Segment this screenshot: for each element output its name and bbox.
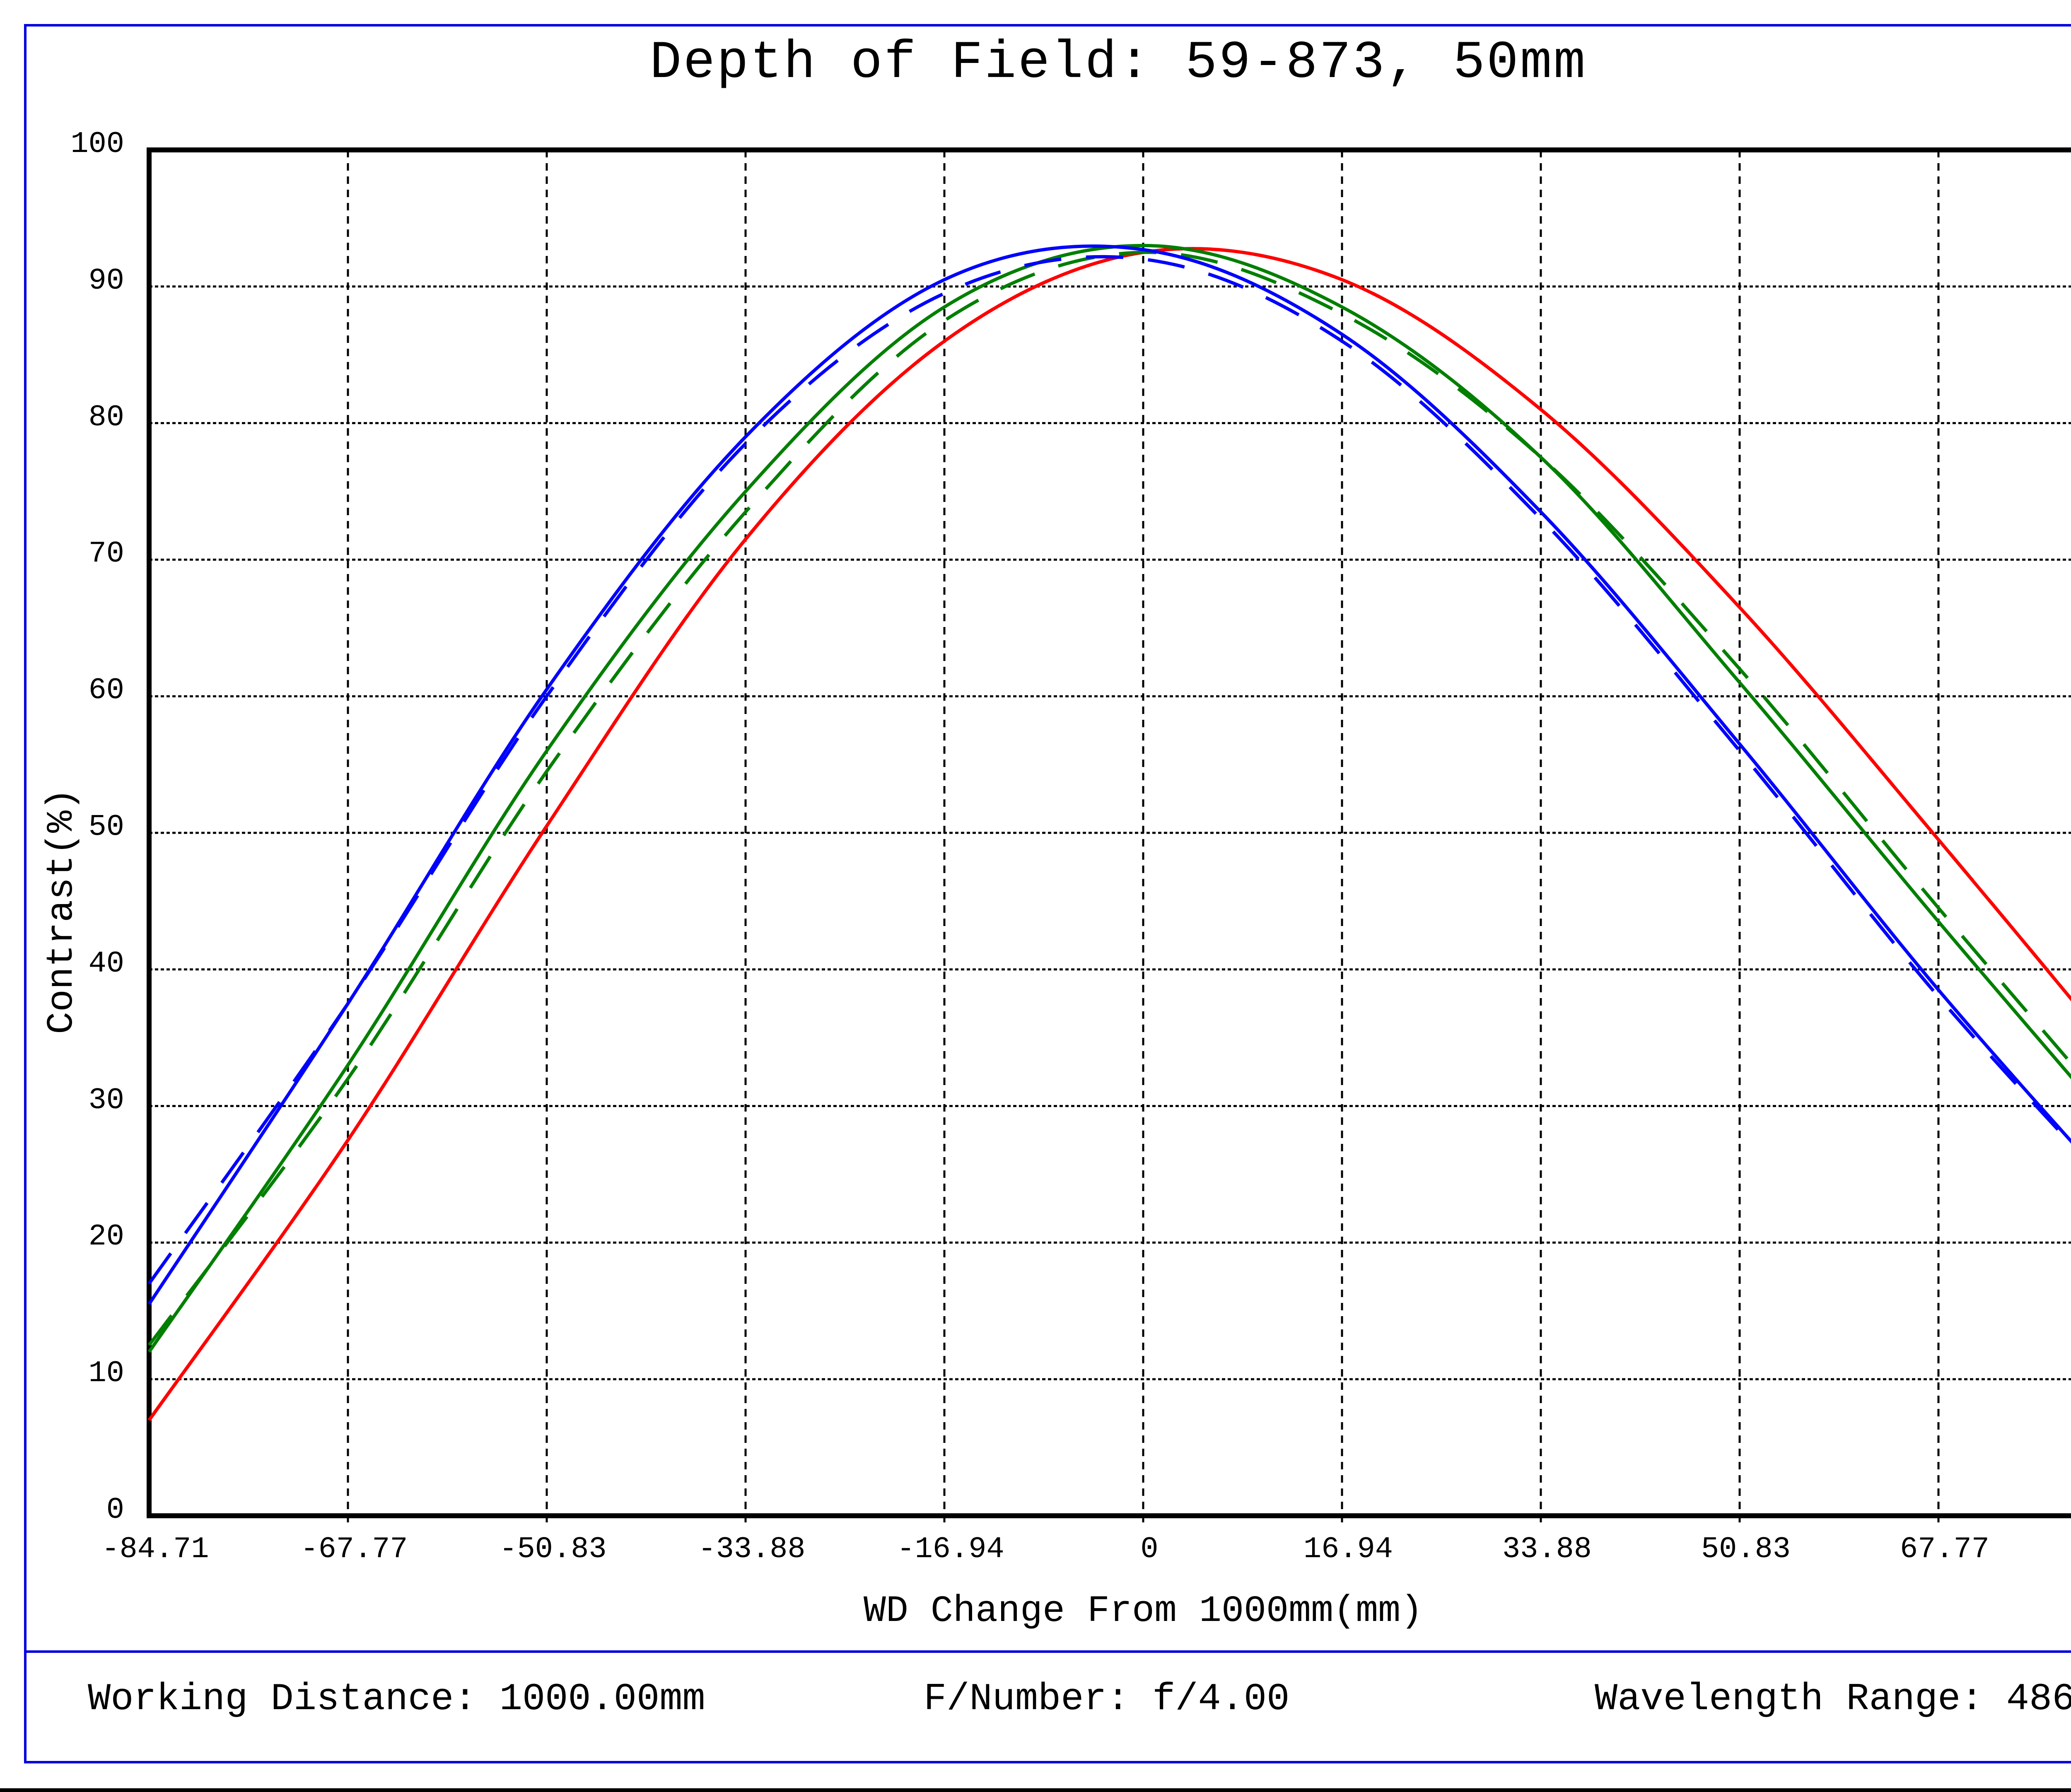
y-tick-label: 10 bbox=[88, 1356, 124, 1391]
x-tick-label: -84.71 bbox=[101, 1532, 209, 1566]
y-tick-label: 20 bbox=[88, 1220, 124, 1254]
chart-frame bbox=[24, 24, 2071, 1763]
y-tick-label: 50 bbox=[88, 810, 124, 844]
x-tick-label: 0 bbox=[1140, 1532, 1159, 1566]
x-tick-label: 50.83 bbox=[1701, 1532, 1791, 1566]
y-tick-label: 90 bbox=[88, 263, 124, 298]
working-distance: Working Distance: 1000.00mm bbox=[88, 1677, 705, 1721]
x-tick-label: -50.83 bbox=[499, 1532, 607, 1566]
y-tick-label: 60 bbox=[88, 673, 124, 708]
series-line bbox=[147, 255, 2071, 1285]
y-tick-label: 70 bbox=[88, 537, 124, 571]
wavelength-range: Wavelength Range: 486nm-656nm bbox=[1595, 1677, 2071, 1721]
x-tick-label: 16.94 bbox=[1303, 1532, 1393, 1566]
y-tick-label: 30 bbox=[88, 1083, 124, 1117]
x-tick-label: -16.94 bbox=[897, 1532, 1004, 1566]
y-axis-label: Contrast(%) bbox=[41, 788, 83, 1035]
x-axis-label: WD Change From 1000mm(mm) bbox=[863, 1590, 1423, 1633]
series-line bbox=[147, 244, 2071, 1305]
x-tick-label: 84.71 bbox=[2061, 1532, 2071, 1566]
series-line bbox=[147, 251, 2071, 1346]
x-tick-label: 33.88 bbox=[1502, 1532, 1592, 1566]
footer-divider bbox=[24, 1650, 2071, 1653]
x-tick-label: -67.77 bbox=[300, 1532, 408, 1566]
y-tick-label: 40 bbox=[88, 946, 124, 981]
y-tick-label: 100 bbox=[70, 127, 124, 161]
y-tick-label: 80 bbox=[88, 400, 124, 434]
series-line bbox=[147, 247, 2071, 1421]
chart-title: Depth of Field: 59-873, 50mm bbox=[649, 33, 1587, 93]
f-number: F/Number: f/4.00 bbox=[924, 1677, 1290, 1721]
x-tick-label: 67.77 bbox=[1900, 1532, 1990, 1566]
series-line bbox=[147, 247, 2071, 1421]
x-tick-label: -33.88 bbox=[698, 1532, 806, 1566]
y-tick-label: 0 bbox=[106, 1493, 124, 1527]
bottom-border bbox=[0, 1788, 2071, 1792]
